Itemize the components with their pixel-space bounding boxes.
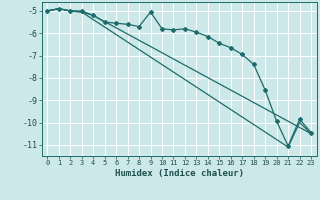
X-axis label: Humidex (Indice chaleur): Humidex (Indice chaleur) — [115, 169, 244, 178]
